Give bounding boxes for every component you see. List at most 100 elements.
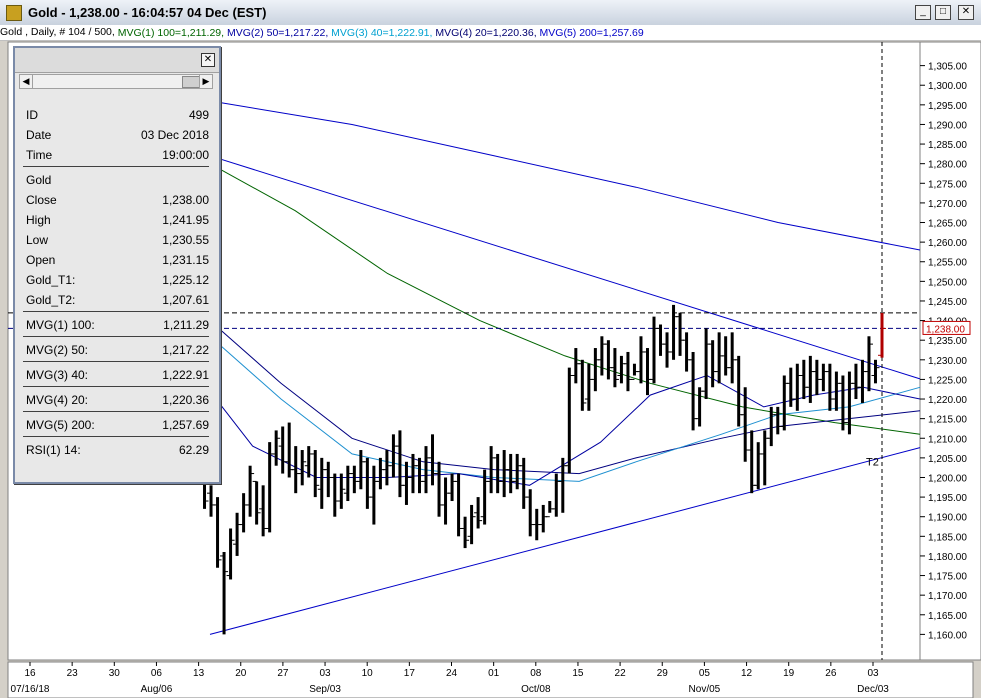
data-row: MVG(5) 200: 1,257.69: [23, 414, 209, 434]
data-row-value: 62.29: [178, 443, 209, 457]
data-row-value: 03 Dec 2018: [140, 128, 209, 142]
y-tick-label: 1,250.00: [928, 277, 967, 288]
moving-average-line: [209, 100, 921, 251]
data-row-value: 1,220.36: [162, 393, 209, 407]
data-row-separator: [23, 336, 209, 337]
data-row: MVG(2) 50: 1,217.22: [23, 339, 209, 359]
scroll-left-icon[interactable]: ◀: [20, 75, 33, 88]
last-price-box: [922, 320, 971, 335]
data-row-label: MVG(4) 20:: [26, 393, 89, 407]
y-tick-label: 1,225.00: [928, 375, 967, 386]
data-row: Gold: [23, 169, 209, 189]
y-tick-label: 1,180.00: [928, 552, 967, 563]
y-tick-label: 1,210.00: [928, 434, 967, 445]
data-row-label: High: [26, 213, 51, 227]
data-row-separator: [23, 436, 209, 437]
x-axis-panel: [7, 661, 974, 698]
panel-scrollbar[interactable]: ◀ ▶: [19, 74, 213, 89]
x-tick-label: 29: [657, 668, 669, 679]
x-month-label: Dec/03: [857, 684, 889, 695]
x-tick-label: 01: [488, 668, 500, 679]
y-tick-label: 1,160.00: [928, 630, 967, 641]
data-row-value: 1,207.61: [162, 293, 209, 307]
data-row-label: Close: [26, 193, 57, 207]
x-tick-label: 19: [783, 668, 795, 679]
y-tick-label: 1,205.00: [928, 454, 967, 465]
x-tick-label: 15: [572, 668, 584, 679]
x-month-label: Oct/08: [521, 684, 551, 695]
data-row-label: Gold: [26, 173, 52, 187]
data-row-separator: [23, 166, 209, 167]
data-row-label: Low: [26, 233, 49, 247]
data-row-label: MVG(1) 100:: [26, 318, 95, 332]
maximize-button[interactable]: □: [935, 5, 951, 20]
y-tick-label: 1,230.00: [928, 356, 967, 367]
x-month-label: Sep/03: [309, 684, 341, 695]
minimize-button[interactable]: _: [915, 5, 931, 20]
moving-average-line: [209, 320, 921, 475]
y-tick-label: 1,175.00: [928, 572, 967, 583]
x-tick-label: 27: [277, 668, 289, 679]
scroll-right-icon[interactable]: ▶: [199, 75, 212, 88]
close-button[interactable]: ✕: [958, 5, 974, 20]
data-row-separator: [23, 311, 209, 312]
data-row-value: 19:00:00: [162, 148, 209, 162]
x-tick-label: 30: [109, 668, 121, 679]
x-month-label: 07/16/18: [11, 684, 50, 695]
x-tick-label: 23: [67, 668, 79, 679]
y-tick-label: 1,185.00: [928, 532, 967, 543]
y-tick-label: 1,200.00: [928, 473, 967, 484]
data-row-value: 1,222.91: [162, 368, 209, 382]
y-tick-label: 1,295.00: [928, 101, 967, 112]
chart-area[interactable]: 1,160.00 1,165.00 1,170.00 1,175.00 1,180.00…: [0, 40, 981, 698]
y-tick-label: 1,245.00: [928, 297, 967, 308]
data-row: RSI(1) 14: 62.29: [23, 439, 209, 459]
data-row: High 1,241.95: [23, 209, 209, 229]
panel-header[interactable]: ✕: [15, 48, 219, 73]
y-tick-label: 1,215.00: [928, 415, 967, 426]
x-tick-label: 17: [404, 668, 416, 679]
y-tick-label: 1,190.00: [928, 513, 967, 524]
data-row-label: Open: [26, 253, 56, 267]
x-tick-label: 13: [193, 668, 205, 679]
data-row: MVG(1) 100: 1,211.29: [23, 314, 209, 334]
moving-average-line: [209, 335, 921, 482]
data-row-label: MVG(3) 40:: [26, 368, 89, 382]
y-tick-label: 1,275.00: [928, 179, 967, 190]
data-row-value: 1,230.55: [162, 233, 209, 247]
y-axis-panel: [919, 41, 981, 661]
data-window-panel[interactable]: ✕ ◀ ▶ ID 499 Date 03 Dec 2018 Time 19:00:00 Go…: [13, 46, 221, 484]
price-chart[interactable]: 1,160.00 1,165.00 1,170.00 1,175.00 1,180.00…: [0, 40, 981, 698]
trendline-label: T2: [866, 457, 879, 469]
data-row: ID 499: [23, 104, 209, 124]
x-tick-label: 24: [446, 668, 458, 679]
data-row-label: Date: [26, 128, 52, 142]
x-tick-label: 22: [615, 668, 627, 679]
y-tick-label: 1,300.00: [928, 81, 967, 92]
y-tick-label: 1,270.00: [928, 199, 967, 210]
window-titlebar: Gold - 1,238.00 - 16:04:57 04 Dec (EST) …: [0, 0, 981, 26]
y-tick-label: 1,195.00: [928, 493, 967, 504]
y-tick-label: 1,255.00: [928, 258, 967, 269]
y-tick-label: 1,280.00: [928, 160, 967, 171]
data-row-value: 1,225.12: [162, 273, 209, 287]
info-item-4: MVG(5) 200=1,257.69: [536, 27, 644, 39]
scroll-thumb[interactable]: [182, 76, 200, 88]
info-item-1: MVG(2) 50=1,217.22,: [224, 27, 329, 39]
info-item-2: MVG(3) 40=1,222.91,: [328, 27, 433, 39]
x-tick-label: 08: [530, 668, 542, 679]
x-tick-label: 10: [362, 668, 374, 679]
panel-close-button[interactable]: ✕: [201, 53, 215, 67]
x-month-label: Aug/06: [141, 684, 173, 695]
data-row-label: Gold_T2:: [26, 293, 76, 307]
data-row: Gold_T1: 1,225.12: [23, 269, 209, 289]
data-row: Gold_T2: 1,207.61: [23, 289, 209, 309]
x-tick-label: 26: [825, 668, 837, 679]
data-row-value: 1,217.22: [162, 343, 209, 357]
data-row-label: RSI(1) 14:: [26, 443, 81, 457]
data-row: Time 19:00:00: [23, 144, 209, 164]
x-month-label: Nov/05: [689, 684, 721, 695]
y-tick-label: 1,260.00: [928, 238, 967, 249]
data-row: MVG(4) 20: 1,220.36: [23, 389, 209, 409]
y-tick-label: 1,165.00: [928, 611, 967, 622]
